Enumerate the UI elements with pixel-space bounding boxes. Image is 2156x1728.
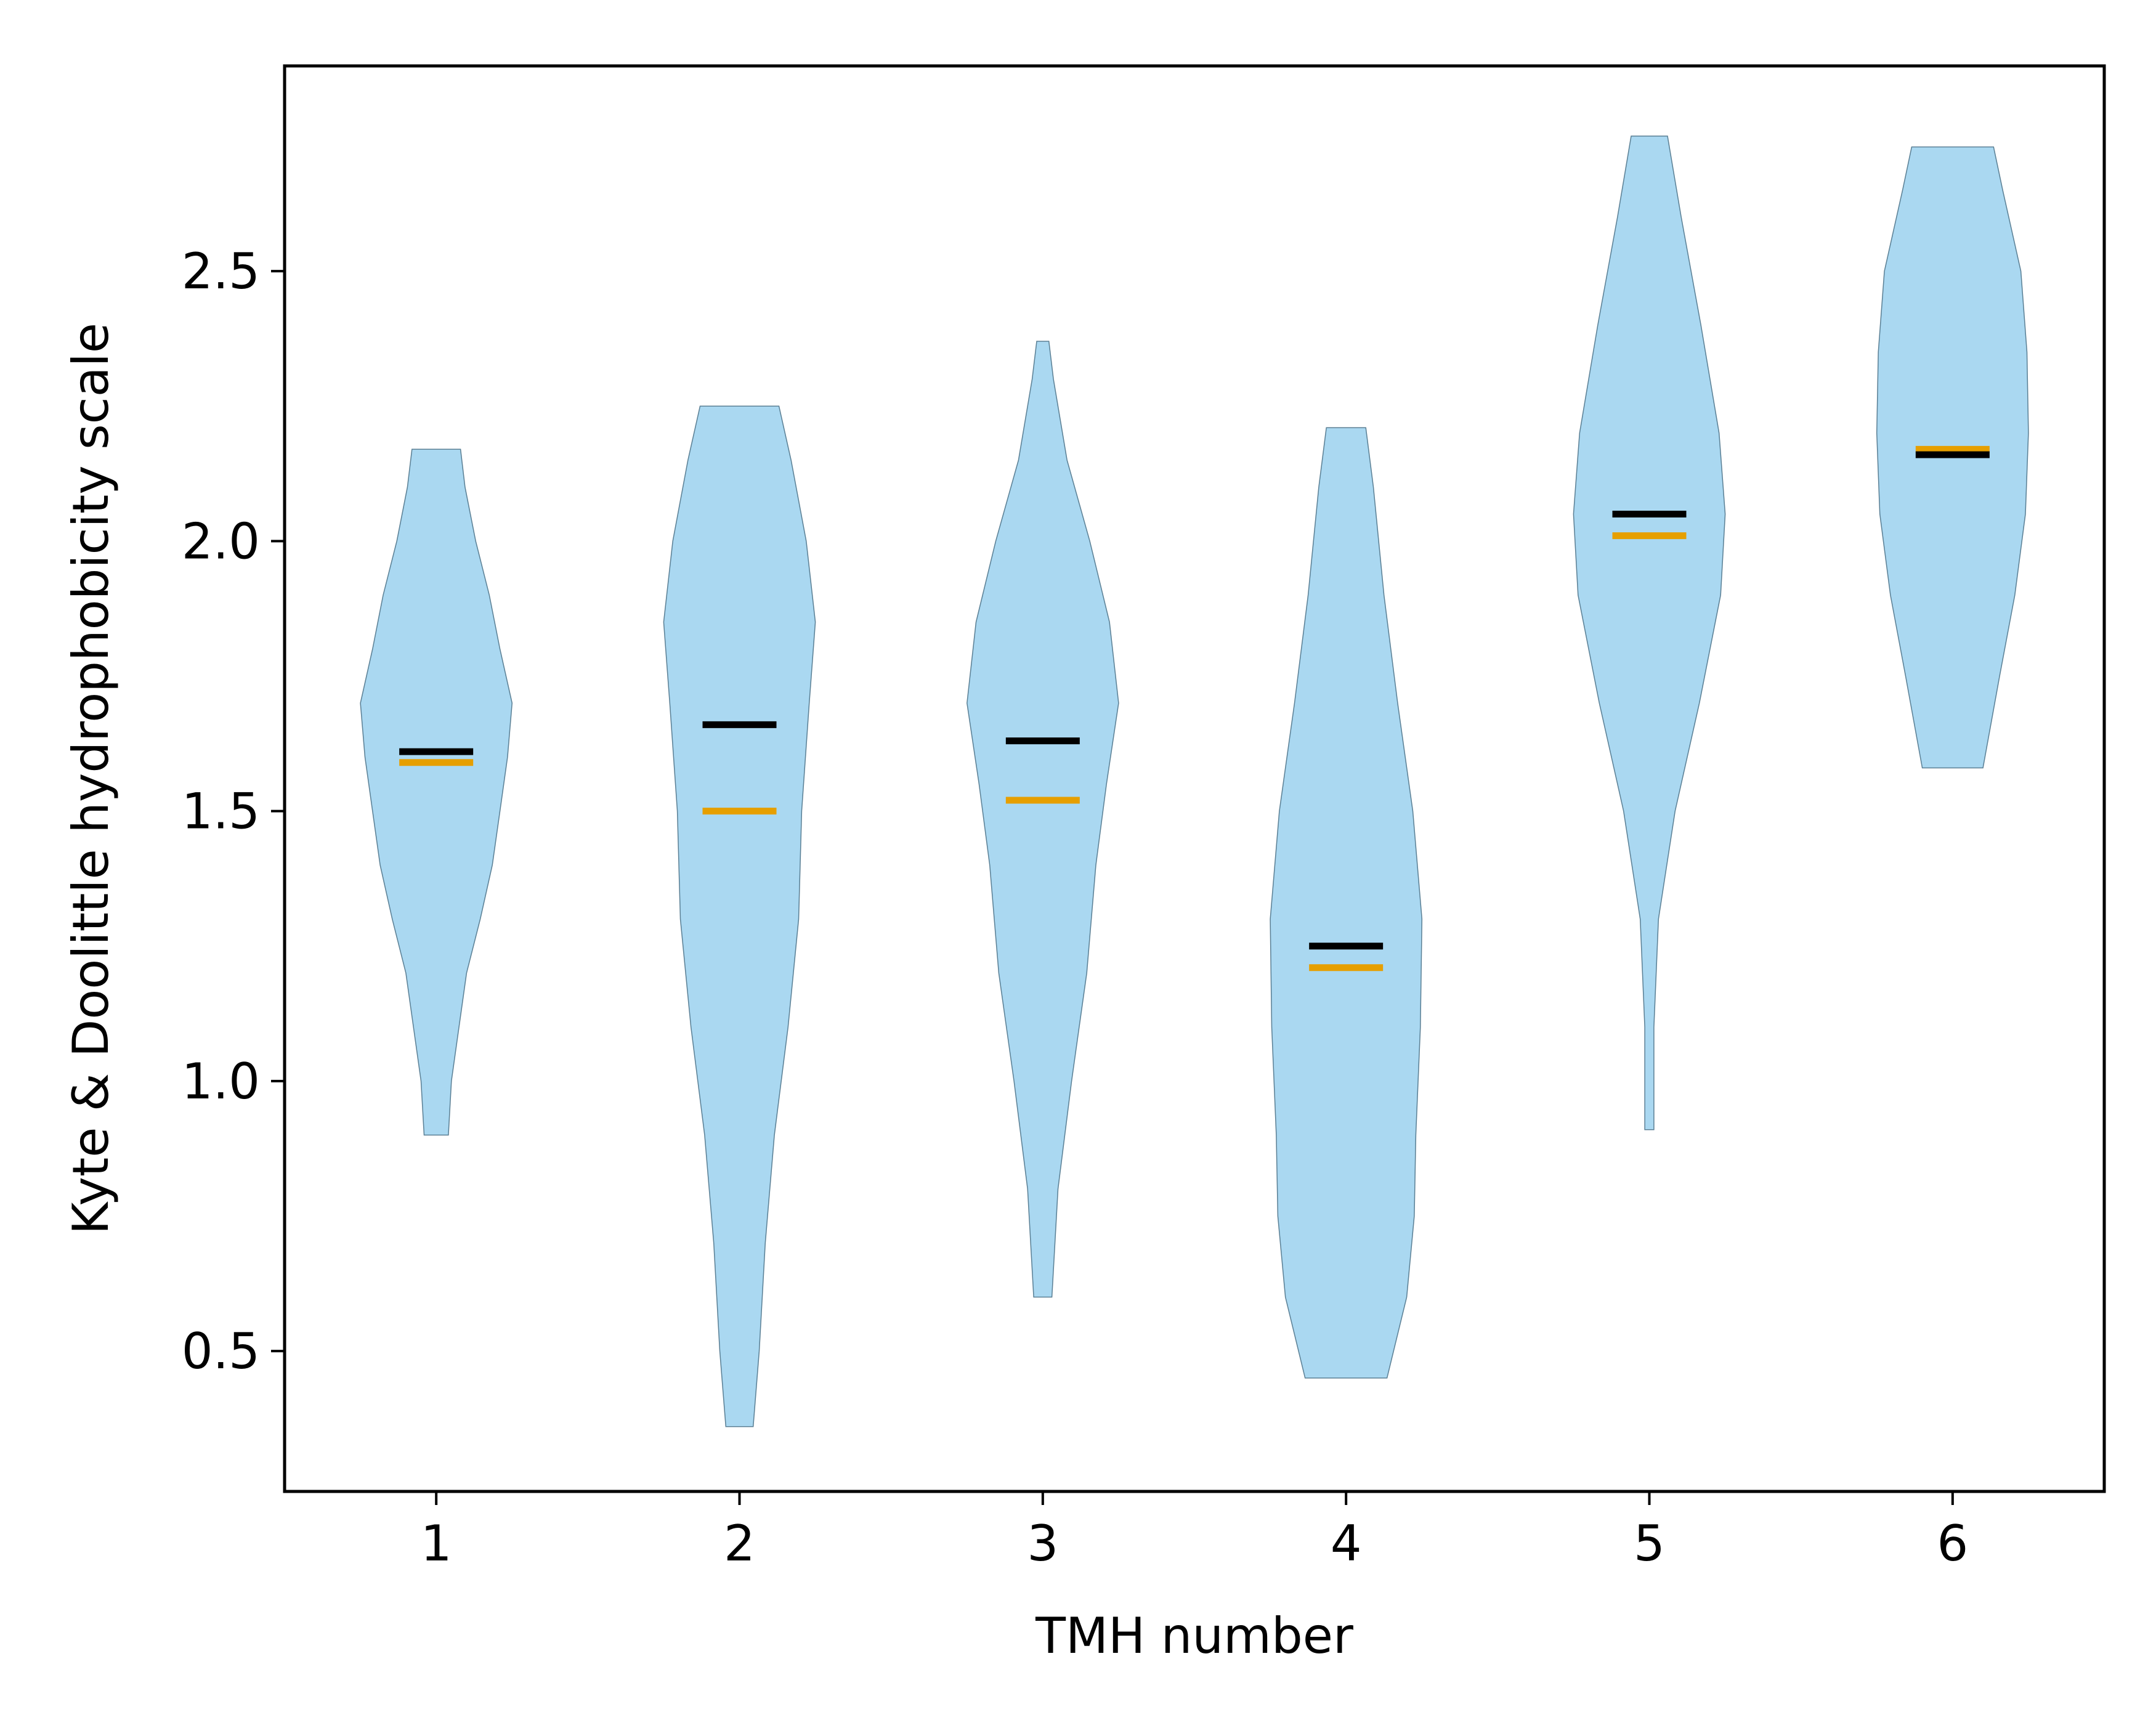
x-tick-label-6: 6 (1937, 1515, 1968, 1572)
x-tick-label-3: 3 (1027, 1515, 1058, 1572)
stats-layer (399, 445, 1990, 971)
y-tick-label-2.5: 2.5 (182, 243, 260, 300)
violin-4 (1270, 427, 1423, 1379)
violin-1 (360, 448, 513, 1136)
y-tick-label-0.5: 0.5 (182, 1323, 260, 1380)
x-axis-ticks: 1 2 3 4 5 6 (421, 1491, 1968, 1572)
x-tick-label-2: 2 (724, 1515, 755, 1572)
violin-2 (663, 405, 816, 1427)
y-tick-label-2.0: 2.0 (182, 513, 260, 570)
y-axis-label: Kyte & Doolittle hydrophobicity scale (62, 323, 120, 1235)
x-tick-label-4: 4 (1331, 1515, 1362, 1572)
y-tick-label-1.5: 1.5 (182, 783, 260, 840)
y-axis-ticks: 0.5 1.0 1.5 2.0 2.5 (182, 243, 285, 1380)
violin-3 (967, 341, 1119, 1298)
x-tick-label-1: 1 (421, 1515, 452, 1572)
y-tick-label-1.0: 1.0 (182, 1053, 260, 1110)
plot-frame (283, 64, 2106, 1493)
x-axis-label: TMH number (1035, 1607, 1353, 1665)
x-tick-label-5: 5 (1634, 1515, 1665, 1572)
violin-5 (1573, 136, 1726, 1130)
